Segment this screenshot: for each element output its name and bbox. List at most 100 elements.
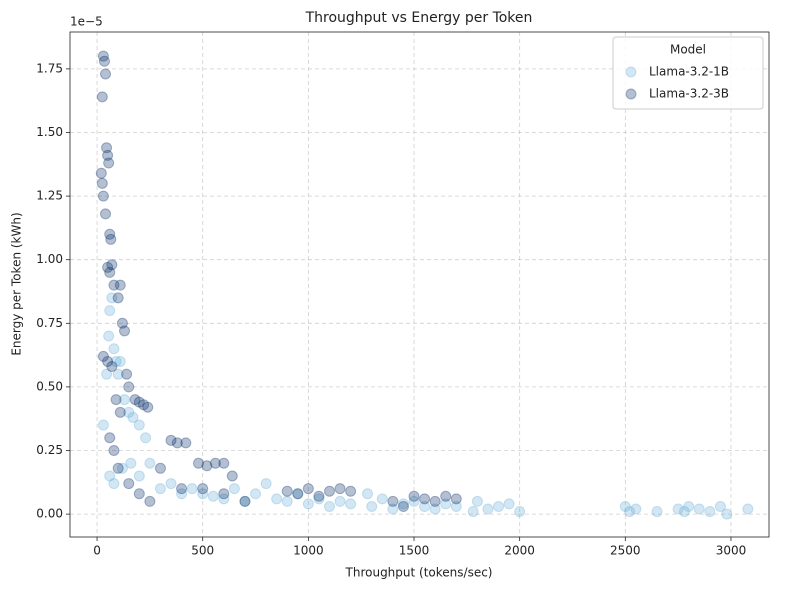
plot-frame (69, 31, 770, 538)
point (112, 462, 124, 474)
point (226, 470, 238, 482)
point (96, 177, 108, 189)
point (105, 233, 117, 245)
point (112, 292, 124, 304)
legend: Model Llama-3.2-1B Llama-3.2-3B (612, 36, 764, 110)
point (123, 478, 135, 490)
point (108, 279, 120, 291)
point (103, 157, 115, 169)
point (397, 500, 409, 512)
x-tick-label: 1000 (293, 544, 324, 558)
point (721, 508, 733, 520)
point (102, 355, 114, 367)
point (114, 406, 126, 418)
point (106, 361, 118, 373)
point (144, 495, 156, 507)
point (106, 292, 118, 304)
y-tick-label: 1.00 (36, 252, 63, 266)
legend-marker (625, 88, 637, 100)
y-axis-label: Energy per Token (kWh) (10, 212, 24, 355)
point (104, 470, 116, 482)
point (197, 483, 209, 495)
x-tick-label: 1500 (399, 544, 430, 558)
point (366, 500, 378, 512)
point (106, 259, 118, 271)
point (704, 506, 716, 518)
point (376, 493, 388, 505)
point (176, 488, 188, 500)
point (630, 503, 642, 515)
point (176, 483, 188, 495)
point (165, 478, 177, 490)
y-tick-label: 1.50 (36, 125, 63, 139)
point (95, 167, 107, 179)
point (154, 462, 166, 474)
point (323, 500, 335, 512)
point (125, 457, 137, 469)
point (742, 503, 754, 515)
point (281, 485, 293, 497)
point (228, 483, 240, 495)
point (250, 488, 262, 500)
point (101, 142, 113, 154)
point (140, 432, 152, 444)
point (119, 394, 131, 406)
point (116, 317, 128, 329)
point (108, 478, 120, 490)
point (218, 457, 230, 469)
point (429, 503, 441, 515)
y-tick-label: 1.75 (36, 61, 63, 75)
points (95, 50, 754, 520)
point (503, 498, 515, 510)
point (387, 503, 399, 515)
point (209, 457, 221, 469)
legend-label: Llama-3.2-1B (649, 65, 729, 79)
point (493, 500, 505, 512)
point (218, 493, 230, 505)
point (201, 460, 213, 472)
point (114, 279, 126, 291)
point (108, 445, 120, 457)
point (302, 498, 314, 510)
point (239, 495, 251, 507)
point (129, 394, 141, 406)
point (97, 50, 109, 62)
point (440, 498, 452, 510)
point (334, 483, 346, 495)
point (133, 419, 145, 431)
legend-marker (625, 66, 637, 78)
point (419, 493, 431, 505)
point (387, 495, 399, 507)
point (102, 149, 114, 161)
point (138, 399, 150, 411)
y-tick-label: 0.50 (36, 379, 63, 393)
point (292, 488, 304, 500)
point (121, 368, 133, 380)
point (119, 325, 131, 337)
x-axis-label: Throughput (tokens/sec) (345, 566, 493, 580)
point (619, 500, 631, 512)
legend-title: Model (670, 43, 706, 57)
x-tick-label: 0 (93, 544, 101, 558)
point (99, 68, 111, 80)
point (218, 488, 230, 500)
point (112, 368, 124, 380)
point (133, 488, 145, 500)
point (239, 495, 251, 507)
y-tick-label: 0.00 (36, 507, 63, 521)
point (313, 493, 325, 505)
point (102, 261, 114, 273)
point (429, 495, 441, 507)
point (197, 488, 209, 500)
x-tick-label: 2500 (610, 544, 641, 558)
point (271, 493, 283, 505)
chart-title: Throughput vs Energy per Token (305, 10, 533, 26)
point (260, 478, 272, 490)
legend-box (612, 36, 764, 110)
point (345, 485, 357, 497)
point (154, 483, 166, 495)
point (397, 498, 409, 510)
x-tick-label: 2000 (504, 544, 535, 558)
point (345, 498, 357, 510)
